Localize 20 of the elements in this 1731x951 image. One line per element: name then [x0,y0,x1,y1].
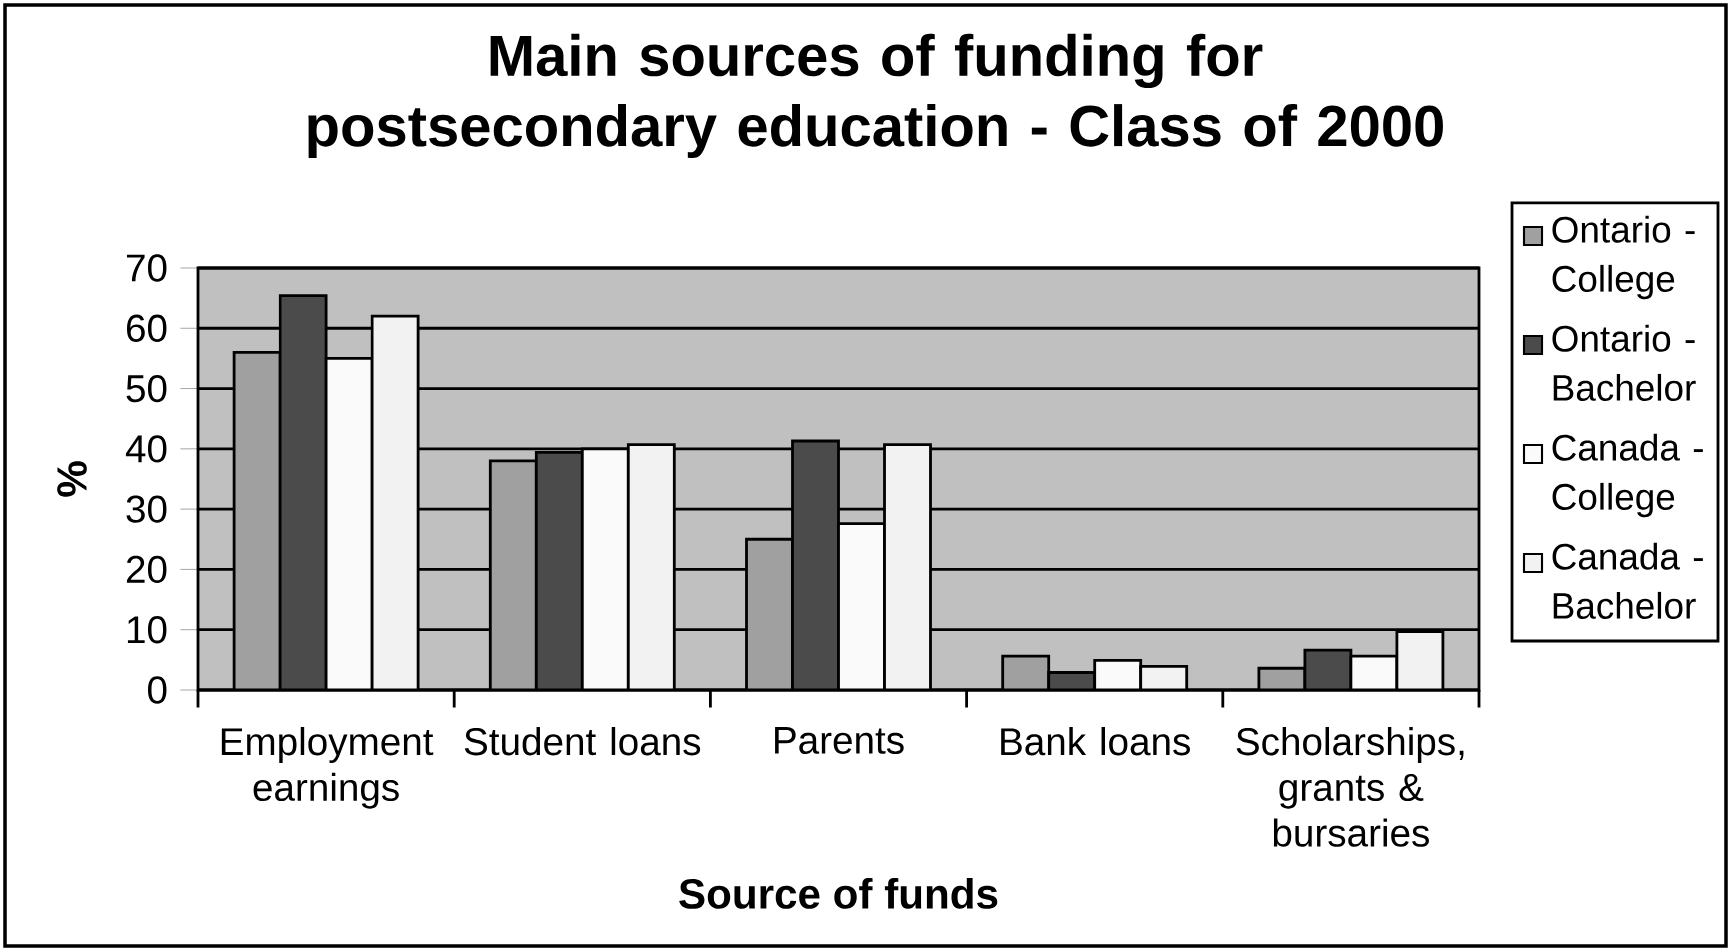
y-tick-label: 60 [127,314,167,342]
x-tick-label: Scholarships, grants & bursaries [1236,727,1464,847]
legend-label: Ontario - Bachelor [1552,324,1696,402]
x-tick-label: Parents [775,727,904,754]
x-tick-label: Employment earnings [221,727,434,809]
legend-label: Canada - College [1552,433,1703,518]
y-tick-label: 70 [127,254,167,282]
x-tick-label: Bank loans [1001,727,1190,756]
x-tick-label: Student loans [464,727,701,756]
y-tick-label: 0 [148,676,167,704]
x-axis-title: Source of funds [679,877,998,909]
chart-title: Main sources of funding for postsecondary education - Class of 2000 [308,33,1443,159]
legend-label: Canada - Bachelor [1552,542,1703,620]
y-tick-label: 40 [125,435,167,463]
y-tick-label: 10 [127,616,167,644]
y-axis-title: % [57,461,87,497]
y-tick-label: 50 [126,374,167,403]
y-tick-label: 30 [126,495,167,523]
y-tick-label: 20 [126,555,167,584]
legend-label: Ontario - College [1552,215,1695,300]
